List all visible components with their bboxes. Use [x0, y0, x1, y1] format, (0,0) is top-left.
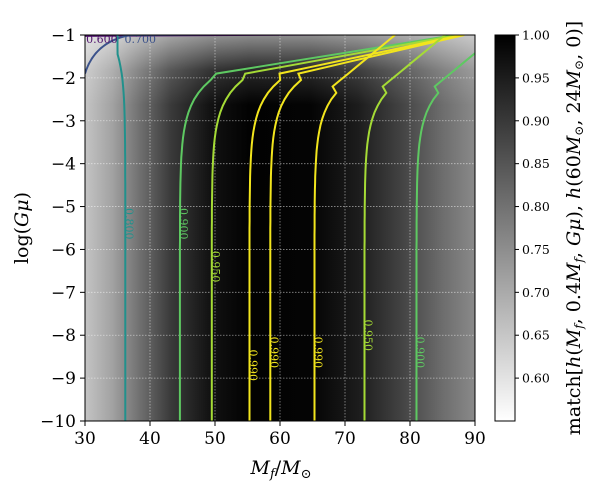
contour-label: 0.900	[414, 337, 427, 369]
colorbar-tick-label: 0.75	[522, 242, 550, 257]
x-tick-label: 70	[334, 429, 356, 449]
colorbar-ticks: 0.60 0.65 0.70 0.75 0.80 0.85 0.90 0.95 1.00	[515, 28, 550, 386]
colorbar-tick-label: 0.70	[522, 285, 550, 300]
grid	[85, 35, 475, 421]
contour-label: 0.800	[122, 208, 135, 240]
y-tick-label: −2	[51, 69, 76, 89]
y-tick-label: −7	[51, 283, 76, 303]
x-tick-label: 90	[464, 429, 486, 449]
x-tick-label: 50	[204, 429, 226, 449]
contour-label: 0.600	[86, 33, 118, 46]
colorbar-tick-label: 0.90	[522, 113, 550, 128]
contour-line	[210, 35, 459, 421]
contour-label: 0.700	[125, 33, 157, 46]
colorbar-tick-label: 1.00	[522, 28, 550, 43]
colorbar-tick-label: 0.65	[522, 328, 550, 343]
contour-line	[363, 35, 446, 421]
contour-label: 0.950	[362, 319, 375, 351]
y-tick-label: −6	[51, 240, 76, 260]
contour-line	[415, 51, 475, 421]
y-tick-label: −3	[51, 112, 76, 132]
x-axis-label: Mf/M⊙	[249, 457, 311, 482]
plot-area: 0.600 0.700 0.800 0.900 0.950 0.990 0.990 0.990…	[84, 33, 476, 422]
contour-line	[313, 35, 396, 421]
colorbar-tick-label: 0.80	[522, 199, 550, 214]
colorbar: 0.60 0.65 0.70 0.75 0.80 0.85 0.90 0.95 1.00 mat…	[494, 21, 586, 435]
x-tick-label: 40	[139, 429, 161, 449]
colorbar-tick-label: 0.95	[522, 70, 550, 85]
y-axis: −10 −9 −8 −7 −6 −5 −4 −3 −2 −1	[40, 26, 85, 432]
contour-label: 0.990	[246, 349, 259, 381]
y-tick-label: −4	[51, 155, 76, 175]
contour-line	[116, 35, 127, 421]
x-tick-label: 80	[399, 429, 421, 449]
contour-label: 0.990	[311, 337, 324, 369]
contour-line	[178, 35, 456, 421]
colorbar-tick-label: 0.85	[522, 156, 550, 171]
colorbar-gradient	[494, 34, 516, 422]
contour-line	[248, 35, 463, 421]
x-axis: 30 40 50 60 70 80 90	[74, 421, 486, 449]
contour-label: 0.950	[209, 251, 222, 283]
contour-labels: 0.600 0.700 0.800 0.900 0.950 0.990 0.990 0.990…	[86, 33, 427, 381]
x-tick-label: 60	[269, 429, 291, 449]
y-tick-label: −10	[40, 412, 76, 432]
y-tick-label: −5	[51, 198, 76, 218]
y-tick-label: −9	[51, 369, 76, 389]
contour-label: 0.900	[177, 208, 190, 240]
y-tick-label: −8	[51, 326, 76, 346]
contour-label: 0.990	[267, 337, 280, 369]
x-tick-label: 30	[74, 429, 96, 449]
colorbar-label: match[h(Mf, 0.4Mf, Gμ), h(60M⊙, 24M⊙, 0)…	[563, 21, 586, 435]
y-axis-label: log(Gμ)	[11, 192, 33, 264]
colorbar-tick-label: 0.60	[522, 371, 550, 386]
y-tick-label: −1	[51, 26, 76, 46]
contour-line	[269, 35, 465, 421]
